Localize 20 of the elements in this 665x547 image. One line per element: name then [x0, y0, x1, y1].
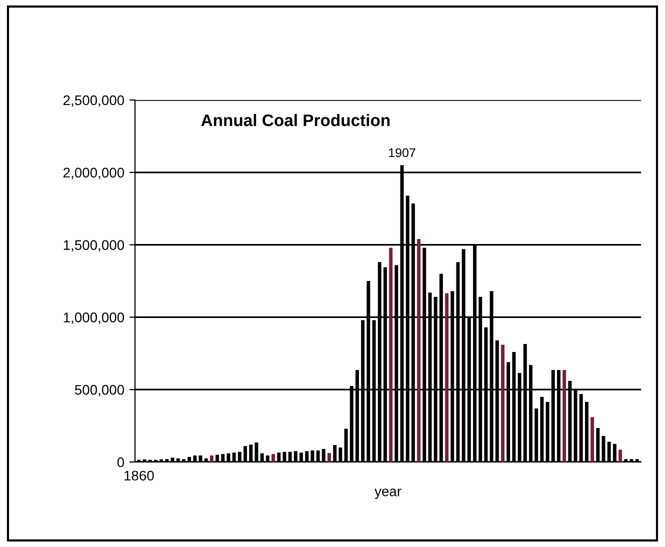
bar [389, 248, 393, 462]
annotation: 1907 [389, 148, 416, 158]
bar [210, 455, 214, 462]
bar [562, 370, 566, 462]
y-tick-label: 2,500,000 [64, 95, 124, 107]
y-tick-label: 2,000,000 [64, 168, 124, 180]
bar [501, 344, 504, 462]
y-tick-label: 1,000,000 [64, 312, 124, 324]
bar [618, 450, 622, 462]
bar [327, 453, 331, 462]
bar [417, 239, 421, 462]
bar [590, 417, 594, 462]
bar [445, 293, 449, 462]
x-tick-label: 1860 [124, 470, 154, 481]
x-axis-title: year [374, 488, 402, 500]
text: Annual Coal Production [201, 114, 390, 126]
y-tick-label: 1,500,000 [64, 240, 124, 252]
y-tick-label: 0 [117, 457, 124, 468]
bar [272, 454, 275, 462]
y-tick-label: 500,000 [74, 384, 124, 396]
